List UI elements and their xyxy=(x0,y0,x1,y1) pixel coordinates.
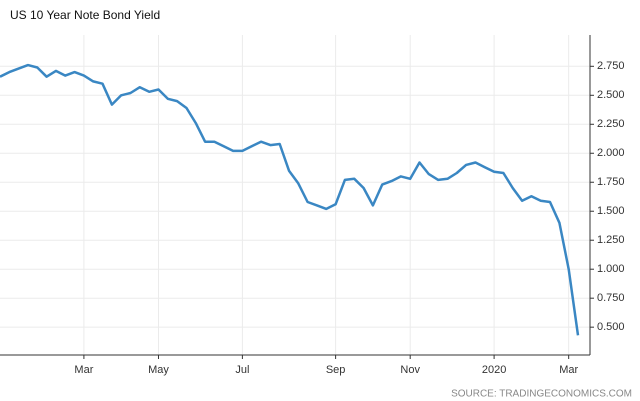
x-tick-label: Mar xyxy=(74,364,93,376)
x-tick-label: Sep xyxy=(326,364,346,376)
source: SOURCE: TRADINGECONOMICS.COM xyxy=(451,389,632,400)
y-tick-label: 0.750 xyxy=(597,292,625,304)
y-tick-label: 2.250 xyxy=(597,118,625,130)
y-tick-label: 2.500 xyxy=(597,89,625,101)
x-tick-label: Mar xyxy=(559,364,578,376)
line xyxy=(0,63,580,336)
x-tick-label: Nov xyxy=(400,364,420,376)
y-tick-label: 1.500 xyxy=(597,205,625,217)
y-tick-label: 2.750 xyxy=(597,60,625,72)
x-tick-label: Jul xyxy=(235,364,249,376)
y-tick-label: 1.000 xyxy=(597,263,625,275)
y-tick-label: 1.750 xyxy=(597,176,625,188)
y-tick-label: 1.250 xyxy=(597,234,625,246)
x-tick-label: May xyxy=(148,364,169,376)
y-tick-label: 0.500 xyxy=(597,321,625,333)
y-tick-label: 2.000 xyxy=(597,147,625,159)
x-tick-label: 2020 xyxy=(482,364,506,376)
chart-title: US 10 Year Note Bond Yield xyxy=(10,8,160,22)
